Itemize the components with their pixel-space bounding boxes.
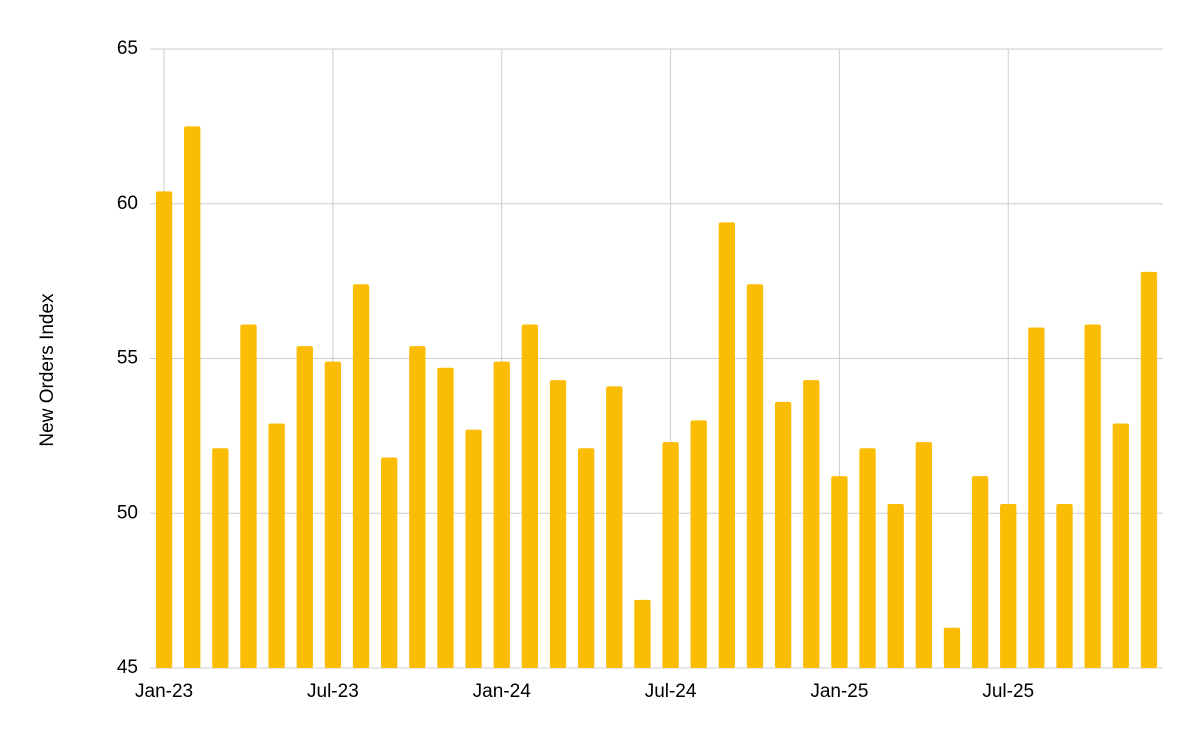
y-tick-label: 65 bbox=[117, 38, 138, 59]
bar bbox=[971, 476, 989, 668]
bar bbox=[493, 361, 510, 668]
bar bbox=[577, 448, 595, 668]
bar bbox=[887, 503, 904, 668]
bar bbox=[606, 386, 623, 668]
bar bbox=[521, 324, 539, 668]
x-tick-label: Jul-23 bbox=[307, 681, 359, 702]
bar bbox=[1140, 271, 1158, 668]
bar bbox=[774, 401, 792, 668]
bar bbox=[465, 429, 482, 668]
bar bbox=[381, 457, 398, 668]
bar bbox=[831, 476, 848, 668]
bar bbox=[859, 448, 876, 668]
x-tick-label: Jan-23 bbox=[135, 681, 193, 702]
y-tick-label: 55 bbox=[117, 348, 138, 369]
bar bbox=[634, 599, 651, 668]
bar bbox=[1112, 423, 1129, 668]
bar bbox=[212, 448, 229, 668]
bar bbox=[718, 222, 736, 668]
bar bbox=[240, 324, 257, 668]
x-tick-label: Jan-25 bbox=[810, 681, 868, 702]
bar bbox=[549, 380, 567, 668]
bar bbox=[746, 284, 764, 668]
y-tick-label: 45 bbox=[117, 657, 138, 678]
bar bbox=[352, 284, 370, 668]
bar bbox=[1056, 503, 1073, 668]
bar bbox=[437, 367, 454, 668]
bar bbox=[690, 420, 707, 668]
bar bbox=[803, 380, 820, 668]
bar bbox=[409, 346, 426, 668]
bar bbox=[155, 191, 173, 668]
y-tick-label: 50 bbox=[117, 502, 138, 523]
bar bbox=[268, 423, 285, 668]
bar bbox=[943, 627, 961, 668]
y-axis-label: New Orders Index bbox=[37, 293, 58, 447]
bar bbox=[324, 361, 342, 668]
bar bbox=[1028, 327, 1045, 668]
bar bbox=[296, 346, 313, 668]
bar bbox=[1084, 324, 1101, 668]
x-tick-label: Jul-25 bbox=[982, 681, 1034, 702]
x-tick-label: Jul-24 bbox=[645, 681, 697, 702]
bar bbox=[184, 126, 201, 668]
x-tick-label: Jan-24 bbox=[473, 681, 532, 702]
bar bbox=[662, 442, 679, 668]
bar bbox=[915, 442, 932, 668]
bar bbox=[1000, 503, 1017, 668]
y-tick-label: 60 bbox=[117, 193, 138, 214]
